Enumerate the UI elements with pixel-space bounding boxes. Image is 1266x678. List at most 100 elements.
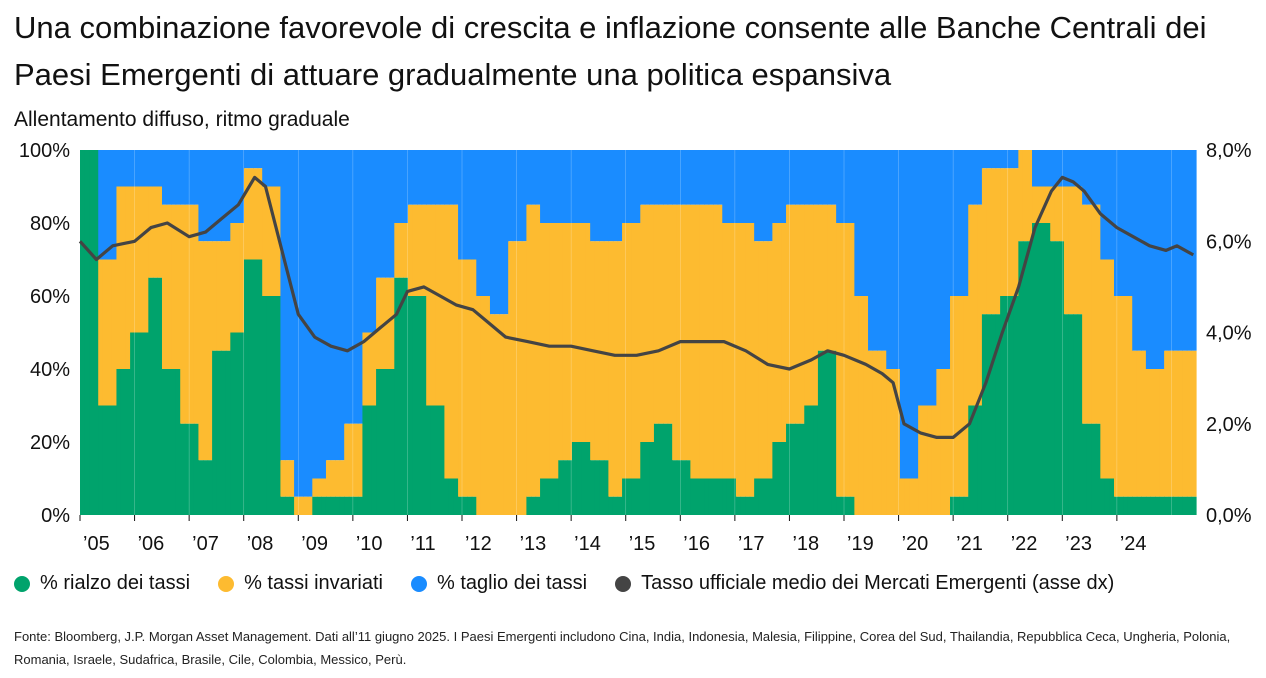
hike-bar [248,259,254,515]
cut-bar [480,150,487,296]
unchanged-bar [448,204,455,479]
unchanged-bar [1191,350,1197,497]
hike-bar [1086,423,1092,515]
cut-bar [558,150,564,223]
hike-bar [767,478,773,515]
unchanged-bar [899,478,906,515]
cut-bar [1141,150,1147,351]
hike-bar [1082,423,1088,515]
y-left-tick-label: 0% [41,505,70,527]
hike-bar [1182,496,1188,515]
cut-bar [230,150,236,223]
x-tick-label: ’07 [192,533,219,555]
unchanged-bar [1145,369,1152,497]
unchanged-bar [485,296,491,515]
hike-bar [626,478,632,515]
hike-bar [717,478,723,515]
unchanged-bar [262,186,268,296]
cut-bar [544,150,550,223]
cut-bar [139,150,145,187]
y-right-tick-label: 4,0% [1206,323,1252,345]
hike-bar [321,496,327,515]
unchanged-bar [330,460,336,497]
y-right-tick-label: 6,0% [1206,231,1252,253]
hike-bar [612,496,619,515]
x-tick-label: ’19 [847,533,874,555]
unchanged-bar [389,277,395,369]
hike-bar [1091,423,1097,515]
cut-bar [1132,150,1138,351]
y-right-tick-label: 8,0% [1206,140,1252,162]
cut-bar [344,150,350,424]
cut-bar [439,150,446,205]
cut-bar [1073,150,1079,187]
unchanged-bar [435,204,441,406]
unchanged-bar [426,204,432,406]
unchanged-bar [776,223,783,442]
cut-bar [458,150,464,260]
unchanged-bar [1118,296,1124,497]
unchanged-bar [954,296,960,497]
hike-bar [312,496,318,515]
cut-bar [1009,150,1015,169]
unchanged-bar [571,223,578,442]
cut-bar [804,150,810,205]
hike-bar [991,314,997,515]
unchanged-bar [1004,168,1010,296]
unchanged-bar [371,332,377,406]
hike-bar [221,350,227,515]
unchanged-bar [567,223,573,461]
unchanged-bar [239,223,245,333]
unchanged-bar [1036,186,1042,223]
cut-bar [676,150,682,205]
chart-canvas: 0% 20% 40% 60% 80% 100% 0,0% 2,0% 4,0% 6,0% 8,0% ’0… [19,140,1252,555]
unchanged-bar [257,168,263,260]
hike-bar [644,442,650,515]
hike-bar [622,478,628,515]
hike-bar [836,496,842,515]
hike-bar [193,423,200,515]
unchanged-bar [230,223,236,333]
hike-bar [253,259,259,515]
hike-bar [417,296,423,515]
unchanged-bar [972,204,978,406]
unchanged-bar [558,223,564,461]
cut-bar [1045,150,1051,187]
hike-bar [526,496,532,515]
cut-bar [385,150,391,278]
cut-bar [685,150,691,205]
hike-bar [831,350,837,515]
unchanged-bar [808,204,814,406]
cut-bar [886,150,892,369]
cut-bar [489,150,496,315]
unchanged-bar [868,350,874,515]
cut-bar [1173,150,1179,351]
unchanged-bar [895,369,901,515]
cut-bar [663,150,669,205]
cut-bar [635,150,641,223]
unchanged-bar [922,405,928,515]
cut-bar [517,150,523,242]
hike-bar [335,496,341,515]
unchanged-bar [840,223,846,497]
unchanged-bar [913,478,919,515]
hike-bar [421,296,427,515]
cut-bar [339,150,345,461]
hike-bar [407,296,414,515]
unchanged-bar [284,460,291,497]
hike-bar [239,332,245,515]
unchanged-bar [1164,350,1170,497]
hike-bar [667,423,673,515]
unchanged-bar [171,204,177,369]
unchanged-bar [1077,186,1083,315]
x-tick-label: ’08 [247,533,274,555]
cut-bar [503,150,509,315]
unchanged-bar [1054,186,1060,242]
unchanged-bar [294,496,300,515]
unchanged-bar [676,204,682,461]
legend-item-hike: % rialzo dei tassi [14,572,190,595]
hike-bar [981,314,988,515]
hike-bar [1027,241,1033,515]
cut-bar [840,150,846,223]
unchanged-bar [813,204,819,406]
